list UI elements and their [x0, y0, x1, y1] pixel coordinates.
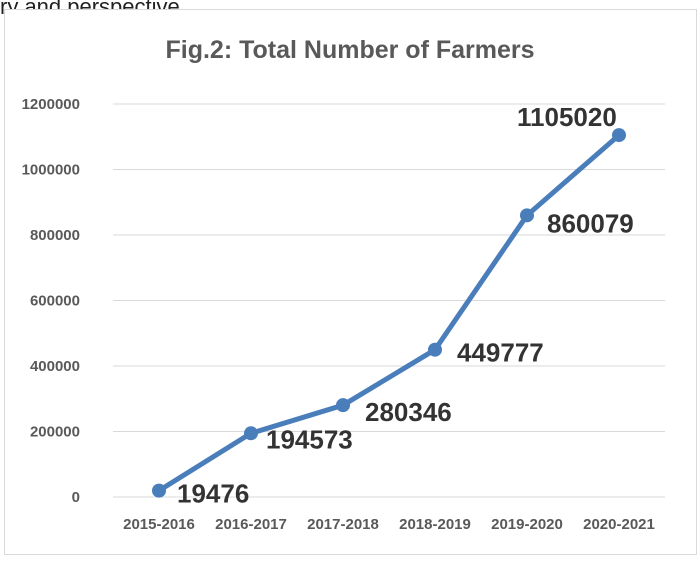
x-tick-label: 2020-2021 — [583, 516, 655, 533]
y-tick-label: 0 — [72, 489, 80, 506]
y-tick-label: 800000 — [30, 227, 80, 244]
chart-title: Fig.2: Total Number of Farmers — [165, 36, 534, 64]
data-point — [244, 426, 258, 441]
data-label: 449777 — [457, 338, 544, 368]
data-point — [336, 398, 350, 413]
data-label: 1105020 — [517, 102, 617, 132]
data-label: 280346 — [365, 397, 452, 427]
y-tick-label: 200000 — [30, 424, 80, 441]
y-tick-label: 600000 — [30, 293, 80, 310]
y-tick-label: 400000 — [30, 358, 80, 375]
x-tick-label: 2017-2018 — [307, 516, 379, 533]
data-label: 860079 — [547, 208, 634, 238]
series-line — [156, 132, 622, 494]
chart-frame — [4, 9, 697, 555]
x-tick-label: 2019-2020 — [491, 516, 563, 533]
data-label: 19476 — [177, 479, 249, 509]
data-label: 194573 — [266, 424, 353, 454]
x-tick-label: 2016-2017 — [215, 516, 287, 533]
data-point — [520, 208, 534, 223]
y-tick-label: 1200000 — [22, 96, 80, 113]
x-tick-label: 2015-2016 — [123, 516, 195, 533]
data-point — [612, 128, 626, 143]
data-point — [428, 342, 442, 357]
y-tick-label: 1000000 — [22, 162, 80, 179]
x-tick-label: 2018-2019 — [399, 516, 471, 533]
data-point — [152, 483, 166, 498]
